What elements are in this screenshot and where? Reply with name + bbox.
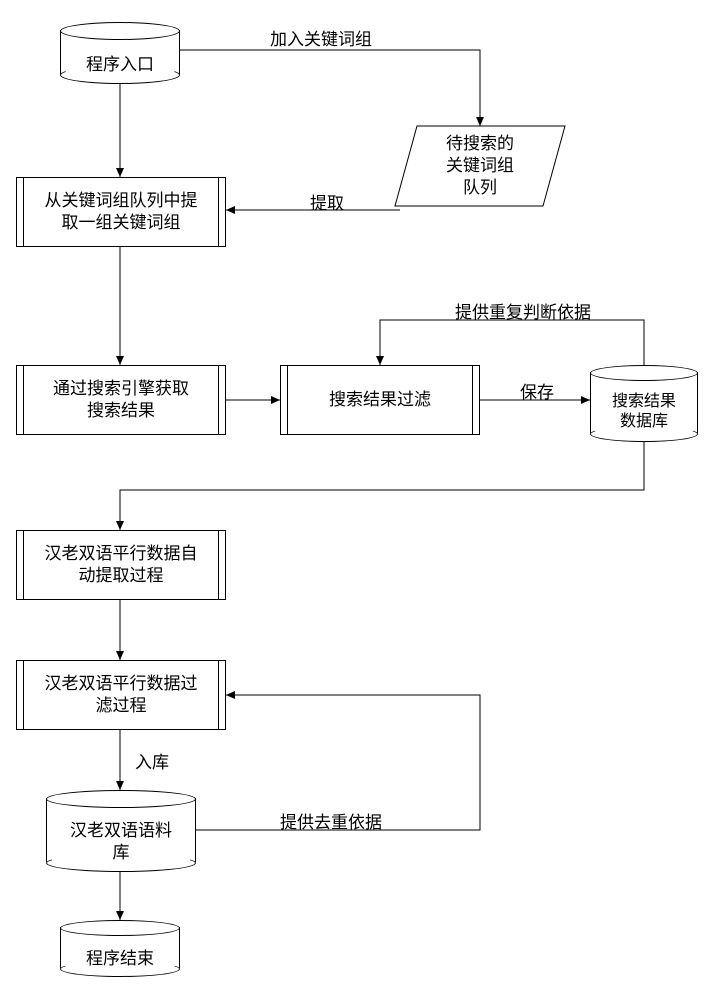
node-resdb: 搜索结果 数据库 <box>590 365 698 440</box>
node-autoext: 汉老双语平行数据自 动提取过程 <box>16 530 226 600</box>
node-extract-l1: 从关键词组队列中提 <box>45 190 198 212</box>
edge-label-e4: 保存 <box>520 378 554 403</box>
node-extract: 从关键词组队列中提 取一组关键词组 <box>16 177 226 247</box>
node-end: 程序结束 <box>60 920 180 975</box>
node-dfilter-l2: 滤过程 <box>45 695 198 717</box>
node-queue: 待搜索的 关键词组 队列 <box>395 126 565 206</box>
flowchart-canvas: 程序入口 待搜索的 关键词组 队列 从关键词组队列中提 取一组关键词组 通过搜索… <box>0 0 725 1000</box>
node-queue-l2: 关键词组 <box>446 155 514 177</box>
node-autoext-l2: 动提取过程 <box>45 565 198 587</box>
node-corpus-l2: 库 <box>46 838 196 863</box>
node-filter: 搜索结果过滤 <box>280 365 480 435</box>
node-extract-l2: 取一组关键词组 <box>45 212 198 234</box>
edge-label-e6: 提供去重依据 <box>280 808 382 833</box>
node-start: 程序入口 <box>60 22 180 82</box>
edge-label-e5: 入库 <box>135 748 169 773</box>
node-start-label: 程序入口 <box>60 50 180 75</box>
node-resdb-l2: 数据库 <box>590 407 698 431</box>
node-end-label: 程序结束 <box>60 944 180 969</box>
node-autoext-l1: 汉老双语平行数据自 <box>45 543 198 565</box>
edge-label-e1: 加入关键词组 <box>270 25 372 50</box>
node-dfilter-l1: 汉老双语平行数据过 <box>45 673 198 695</box>
node-filter-label: 搜索结果过滤 <box>315 389 445 411</box>
node-dfilter: 汉老双语平行数据过 滤过程 <box>16 660 226 730</box>
node-search: 通过搜索引擎获取 搜索结果 <box>16 365 226 435</box>
edge-label-e2: 提取 <box>310 189 344 214</box>
node-search-l1: 通过搜索引擎获取 <box>53 378 189 400</box>
edge-label-e3: 提供重复判断依据 <box>455 298 591 323</box>
node-queue-l1: 待搜索的 <box>446 133 514 155</box>
node-queue-l3: 队列 <box>463 177 497 199</box>
node-corpus: 汉老双语语料 库 <box>46 790 196 870</box>
node-search-l2: 搜索结果 <box>53 400 189 422</box>
